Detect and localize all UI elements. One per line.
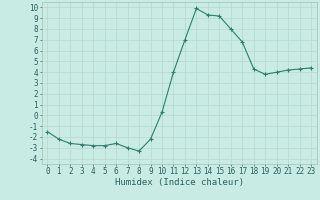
X-axis label: Humidex (Indice chaleur): Humidex (Indice chaleur) [115,178,244,187]
